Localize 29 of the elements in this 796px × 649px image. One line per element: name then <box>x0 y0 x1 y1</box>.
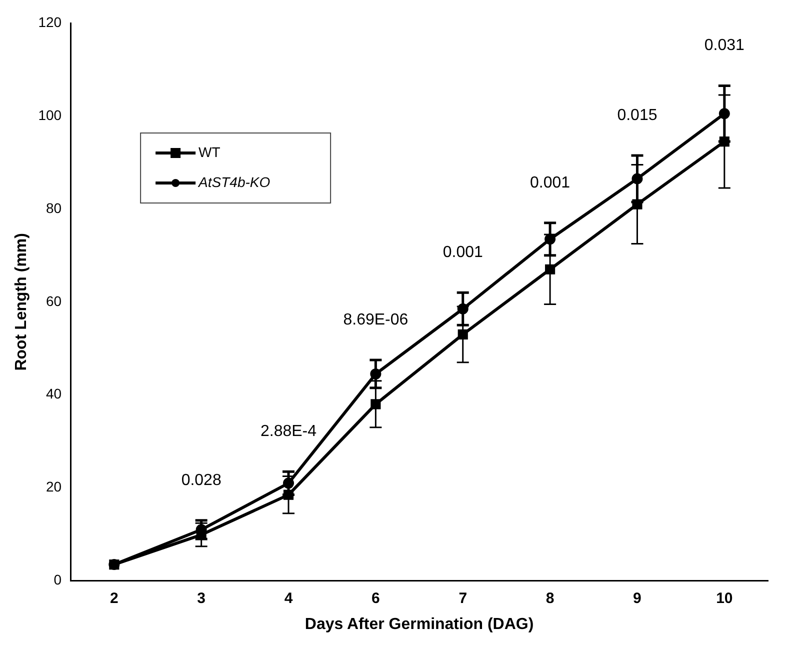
y-tick-label: 80 <box>46 200 62 216</box>
point <box>370 399 381 410</box>
point <box>458 329 468 340</box>
x-tick-label: 7 <box>458 590 468 607</box>
annotation: 0.031 <box>704 37 745 54</box>
y-tick-label: 40 <box>46 386 62 402</box>
annotation: 0.001 <box>530 174 570 192</box>
legend-label: WT <box>198 144 221 160</box>
annotation: 8.69E-06 <box>343 311 408 328</box>
x-axis-title: Days After Germination (DAG) <box>304 616 534 633</box>
x-tick-label: 3 <box>197 590 206 607</box>
y-tick-label: 0 <box>54 572 62 588</box>
y-axis-title: Root Length (mm) <box>13 233 30 371</box>
y-tick-label: 120 <box>38 14 62 30</box>
x-tick-label: 8 <box>546 590 554 607</box>
x-tick-label: 9 <box>633 590 642 607</box>
legend-label: AtST4b-KO <box>198 174 270 190</box>
y-tick-label: 60 <box>46 292 62 309</box>
point <box>545 264 556 274</box>
x-tick-label: 6 <box>372 590 380 607</box>
y-tick-label: 20 <box>46 478 62 495</box>
x-tick-label: 4 <box>284 590 294 607</box>
annotation: 0.015 <box>617 106 658 124</box>
annotation: 0.001 <box>442 244 483 262</box>
annotation: 0.028 <box>181 472 222 489</box>
x-tick-label: 10 <box>716 590 733 607</box>
y-tick-label: 100 <box>38 106 62 123</box>
x-tick-label: 2 <box>110 590 118 607</box>
annotation: 2.88E-4 <box>260 422 317 440</box>
